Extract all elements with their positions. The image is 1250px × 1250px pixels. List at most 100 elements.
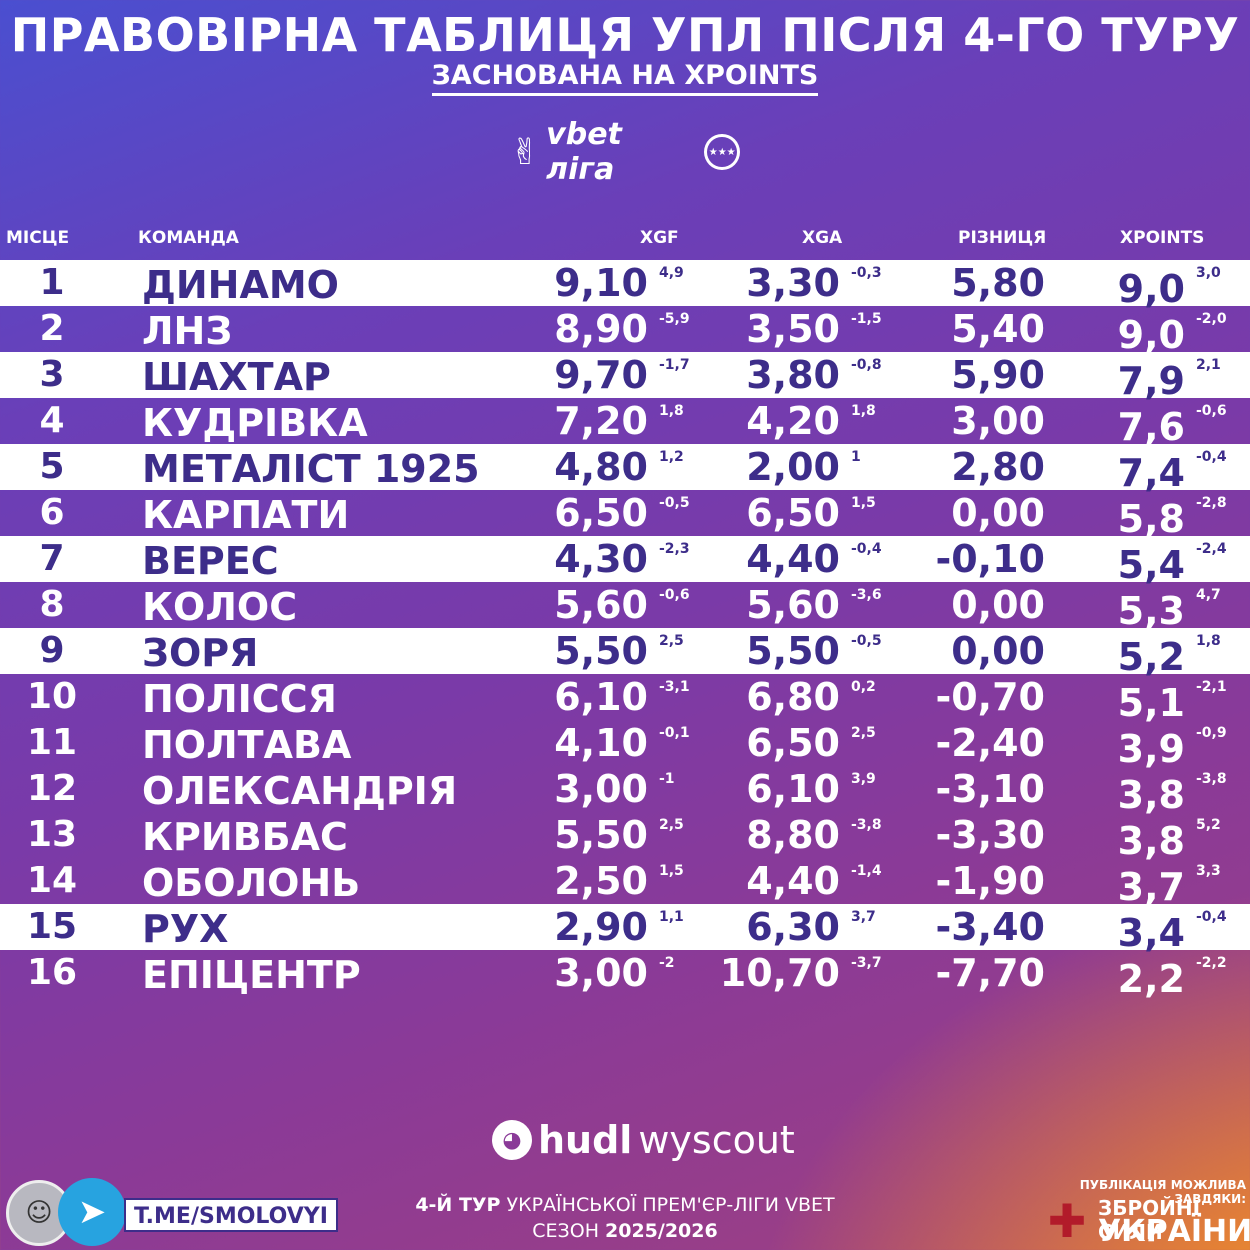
header-team: КОМАНДА [138, 228, 239, 248]
row-xgf: 2,50 [554, 859, 648, 903]
row-position: 8 [39, 584, 65, 625]
row-team: КРИВБАС [142, 815, 348, 859]
footer-line-2: СЕЗОН 2025/2026 [360, 1218, 890, 1244]
row-xga: 6,80 [746, 675, 840, 719]
table-row: 4 КУДРІВКА 7,20 1,8 4,20 1,8 3,00 7,6 -0,6 [0, 398, 1250, 449]
row-diff: -1,90 [935, 859, 1045, 903]
telegram-link[interactable]: T.ME/SMOLOVYI [124, 1198, 338, 1232]
row-xgf: 3,00 [554, 951, 648, 995]
row-xgf: 6,50 [554, 491, 648, 535]
footer-line-1: 4-Й ТУР УКРАЇНСЬКОЇ ПРЕМ'ЄР-ЛІГИ VBET [360, 1192, 890, 1218]
row-team: ОБОЛОНЬ [142, 861, 361, 905]
row-position: 13 [26, 814, 78, 855]
row-xgf: 4,80 [554, 445, 648, 489]
row-xga-delta: 2,5 [851, 725, 876, 741]
row-xgf-delta: -1 [659, 771, 675, 787]
row-team: КУДРІВКА [142, 401, 368, 445]
row-xga-delta: 1,5 [851, 495, 876, 511]
row-xga-delta: -3,7 [851, 955, 882, 971]
row-position: 9 [39, 630, 65, 671]
row-team: ЗОРЯ [142, 631, 259, 675]
row-xga: 4,20 [746, 399, 840, 443]
row-xga: 3,30 [746, 261, 840, 305]
row-position: 7 [39, 538, 65, 579]
row-xpoints: 7,4 [1117, 451, 1185, 495]
row-team: ЛНЗ [142, 309, 233, 353]
row-team: КОЛОС [142, 585, 298, 629]
row-xga-delta: -0,4 [851, 541, 882, 557]
row-xpoints-delta: -2,4 [1196, 541, 1227, 557]
row-xgf-delta: 1,1 [659, 909, 684, 925]
row-xpoints-delta: 3,3 [1196, 863, 1221, 879]
row-xpoints: 3,9 [1117, 727, 1185, 771]
table-row: 15 РУХ 2,90 1,1 6,30 3,7 -3,40 3,4 -0,4 [0, 904, 1250, 955]
header-xpoints: XPOINTS [1120, 228, 1205, 248]
row-xgf-delta: 2,5 [659, 817, 684, 833]
row-xgf: 2,90 [554, 905, 648, 949]
row-xgf-delta: 2,5 [659, 633, 684, 649]
row-team: ШАХТАР [142, 355, 331, 399]
league-name: vbet ліга [546, 117, 622, 187]
table-row: 12 ОЛЕКСАНДРІЯ 3,00 -1 6,10 3,9 -3,10 3,8 -3,8 [0, 766, 1250, 817]
row-diff: 2,80 [951, 445, 1045, 489]
row-xgf: 5,50 [554, 629, 648, 673]
row-xpoints: 3,4 [1117, 911, 1185, 955]
row-xpoints-delta: -0,9 [1196, 725, 1227, 741]
zsu-logo: ✚ ЗБРОЙНІ СИЛИ УКРАЇНИ [1040, 1194, 1250, 1249]
page-title: ПРАВОВІРНА ТАБЛИЦЯ УПЛ ПІСЛЯ 4-ГО ТУРУ [10, 8, 1240, 62]
row-team: МЕТАЛІСТ 1925 [142, 447, 480, 491]
hudl-icon: ◕ [492, 1120, 532, 1160]
row-diff: 5,90 [951, 353, 1045, 397]
row-xgf-delta: -5,9 [659, 311, 690, 327]
row-xpoints: 3,7 [1117, 865, 1185, 909]
row-xga: 5,50 [746, 629, 840, 673]
row-xpoints: 7,9 [1117, 359, 1185, 403]
row-xga: 3,50 [746, 307, 840, 351]
row-xpoints-delta: -2,2 [1196, 955, 1227, 971]
telegram-icon[interactable]: ➤ [58, 1178, 126, 1246]
table-row: 13 КРИВБАС 5,50 2,5 8,80 -3,8 -3,30 3,8 5,2 [0, 812, 1250, 863]
row-xga: 3,80 [746, 353, 840, 397]
footer-season-label: СЕЗОН [532, 1220, 606, 1242]
standings-table: 1 ДИНАМО 9,10 4,9 3,30 -0,3 5,80 9,0 3,0 2 ЛНЗ 8,90… [0, 260, 1250, 1001]
row-position: 2 [39, 308, 65, 349]
row-team: ВЕРЕС [142, 539, 279, 583]
row-position: 4 [39, 400, 65, 441]
row-xga: 6,10 [746, 767, 840, 811]
table-row: 5 МЕТАЛІСТ 1925 4,80 1,2 2,00 1 2,80 7,4 -0,4 [0, 444, 1250, 495]
row-xga-delta: -1,5 [851, 311, 882, 327]
row-team: КАРПАТИ [142, 493, 350, 537]
row-xpoints: 3,8 [1117, 819, 1185, 863]
row-xgf: 4,10 [554, 721, 648, 765]
row-xga-delta: 1 [851, 449, 861, 465]
military-cross-icon: ✚ [1047, 1194, 1087, 1248]
row-xgf-delta: 4,9 [659, 265, 684, 281]
row-position: 14 [26, 860, 78, 901]
row-xga: 4,40 [746, 537, 840, 581]
row-xgf-delta: -2 [659, 955, 675, 971]
row-xgf: 9,70 [554, 353, 648, 397]
row-xpoints-delta: -0,6 [1196, 403, 1227, 419]
table-row: 11 ПОЛТАВА 4,10 -0,1 6,50 2,5 -2,40 3,9 -0,9 [0, 720, 1250, 771]
row-position: 12 [26, 768, 78, 809]
row-position: 15 [26, 906, 78, 947]
row-xpoints-delta: 1,8 [1196, 633, 1221, 649]
row-position: 11 [26, 722, 78, 763]
row-xpoints: 9,0 [1117, 313, 1185, 357]
row-diff: -2,40 [935, 721, 1045, 765]
row-xpoints: 5,3 [1117, 589, 1185, 633]
league-logo: ✌ vbet ліга ★★★ [510, 117, 740, 187]
row-diff: 0,00 [951, 491, 1045, 535]
row-xpoints-delta: -0,4 [1196, 449, 1227, 465]
row-xga: 6,30 [746, 905, 840, 949]
row-xgf-delta: -1,7 [659, 357, 690, 373]
row-xpoints-delta: -2,1 [1196, 679, 1227, 695]
row-xpoints-delta: 2,1 [1196, 357, 1221, 373]
row-xpoints: 5,8 [1117, 497, 1185, 541]
zsu-line-2: УКРАЇНИ [1098, 1214, 1250, 1249]
table-row: 9 ЗОРЯ 5,50 2,5 5,50 -0,5 0,00 5,2 1,8 [0, 628, 1250, 679]
row-diff: -3,40 [935, 905, 1045, 949]
table-row: 3 ШАХТАР 9,70 -1,7 3,80 -0,8 5,90 7,9 2,1 [0, 352, 1250, 403]
table-row: 7 ВЕРЕС 4,30 -2,3 4,40 -0,4 -0,10 5,4 -2,4 [0, 536, 1250, 587]
table-row: 6 КАРПАТИ 6,50 -0,5 6,50 1,5 0,00 5,8 -2,8 [0, 490, 1250, 541]
